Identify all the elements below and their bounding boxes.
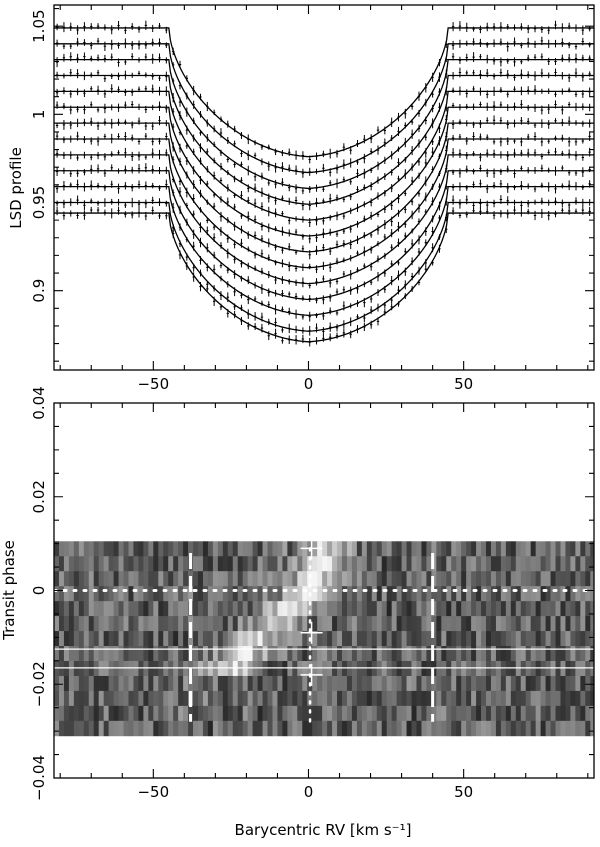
profile-series-8 bbox=[54, 147, 594, 289]
top-xtick-label: −50 bbox=[137, 375, 169, 393]
profile-data-points bbox=[55, 67, 591, 211]
profile-data-points bbox=[55, 84, 591, 227]
profile-series-2 bbox=[54, 52, 594, 195]
bottom-ytick-label: −0.02 bbox=[30, 661, 48, 707]
profile-model-line bbox=[54, 138, 594, 269]
profile-data-points bbox=[55, 195, 591, 336]
profile-model-line bbox=[54, 74, 594, 205]
top-plot-area bbox=[54, 20, 594, 347]
cross-marker bbox=[300, 663, 323, 686]
profile-model-line bbox=[54, 185, 594, 316]
profile-model-line bbox=[54, 212, 594, 343]
profile-data-points bbox=[55, 205, 591, 347]
top-frame bbox=[53, 4, 595, 371]
profile-model-line bbox=[54, 59, 594, 190]
residual-map bbox=[54, 541, 594, 737]
profile-series-1 bbox=[54, 36, 594, 178]
top-ytick-label: 0.9 bbox=[30, 279, 48, 303]
profile-series-9 bbox=[54, 163, 594, 305]
bottom-ytick-label: 0.04 bbox=[30, 386, 48, 419]
profile-model-line bbox=[54, 43, 594, 174]
bottom-xtick-label: −50 bbox=[137, 783, 169, 801]
bottom-xtick-label: 0 bbox=[304, 783, 314, 801]
top-panel: −50 0 50 0.9 0.95 1 1.05 LSD profile bbox=[7, 4, 595, 393]
profile-data-points bbox=[55, 179, 591, 322]
profile-series-5 bbox=[54, 99, 594, 244]
profile-model-line bbox=[54, 106, 594, 237]
top-ytick-label: 1.05 bbox=[30, 9, 48, 42]
bottom-axis-ticks bbox=[54, 402, 594, 779]
bottom-frame bbox=[53, 402, 595, 779]
profile-model-line bbox=[54, 90, 594, 221]
profile-data-points bbox=[55, 36, 591, 178]
profile-series-3 bbox=[54, 67, 594, 211]
profile-model-line bbox=[54, 201, 594, 332]
profile-model-line bbox=[54, 27, 594, 158]
top-tick-labels: −50 0 50 0.9 0.95 1 1.05 bbox=[30, 9, 473, 393]
profile-data-points bbox=[55, 52, 591, 195]
bottom-ytick-label: 0 bbox=[30, 586, 48, 596]
top-ytick-label: 1 bbox=[30, 110, 48, 120]
profile-data-points bbox=[55, 99, 591, 244]
profile-series-0 bbox=[54, 20, 594, 164]
profile-model-line bbox=[54, 122, 594, 253]
top-axis-ticks bbox=[54, 5, 594, 370]
top-xtick-label: 50 bbox=[454, 375, 473, 393]
cross-marker bbox=[300, 621, 323, 644]
profile-data-points bbox=[55, 131, 591, 274]
bottom-ytick-label: −0.04 bbox=[30, 755, 48, 801]
profile-data-points bbox=[55, 20, 591, 164]
profile-model-line bbox=[54, 154, 594, 285]
top-ylabel: LSD profile bbox=[7, 147, 25, 229]
profile-model-line bbox=[54, 170, 594, 301]
bottom-ylabel: Transit phase bbox=[0, 540, 18, 641]
bottom-xtick-label: 50 bbox=[454, 783, 473, 801]
top-ytick-label: 0.95 bbox=[30, 186, 48, 219]
profile-series-4 bbox=[54, 84, 594, 227]
profile-series-11 bbox=[54, 195, 594, 336]
cross-marker bbox=[300, 537, 323, 560]
profile-series-12 bbox=[54, 205, 594, 347]
profile-data-points bbox=[55, 163, 591, 305]
profile-data-points bbox=[55, 147, 591, 289]
profile-data-points bbox=[55, 115, 591, 260]
bottom-plot-area bbox=[54, 537, 594, 737]
profile-series-10 bbox=[54, 179, 594, 322]
bottom-tick-labels: −50 0 50 −0.04 −0.02 0 0.02 0.04 bbox=[30, 386, 473, 801]
bottom-ytick-label: 0.02 bbox=[30, 480, 48, 513]
profile-series-7 bbox=[54, 131, 594, 274]
top-xtick-label: 0 bbox=[304, 375, 314, 393]
bottom-xlabel: Barycentric RV [km s⁻¹] bbox=[235, 821, 412, 839]
profile-series-6 bbox=[54, 115, 594, 260]
